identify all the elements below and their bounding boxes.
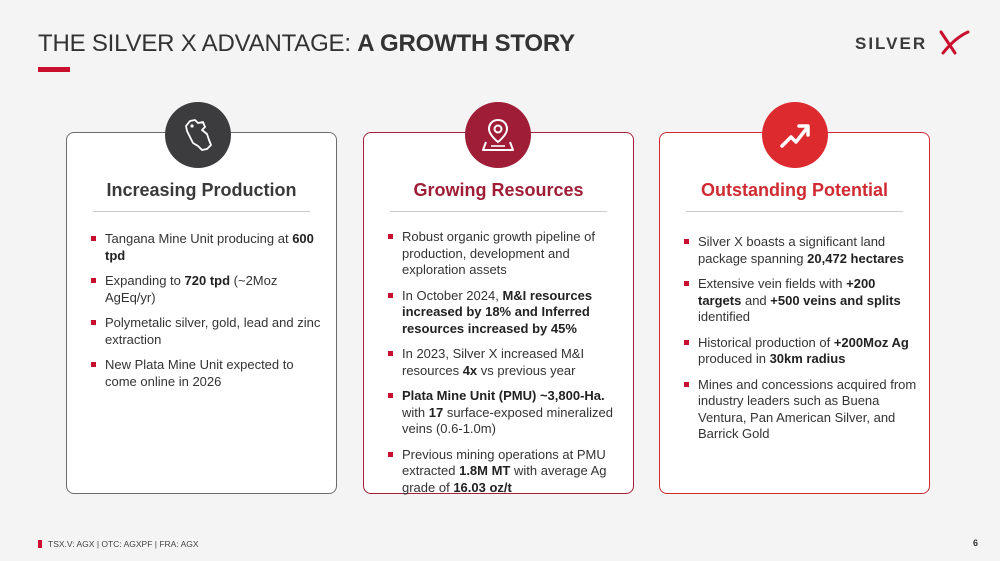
bullet-bold-text: M&I resources increased by 18% and Infer… — [402, 287, 593, 336]
bullet-item: In October 2024, M&I resources increased… — [388, 288, 621, 338]
bullet-bold-text: 17 — [428, 404, 444, 420]
bullet-list: Robust organic growth pipeline of produc… — [388, 229, 621, 505]
card-divider — [93, 211, 310, 212]
map-pin-icon — [465, 102, 531, 168]
bullet-list: Silver X boasts a significant land packa… — [684, 234, 917, 452]
bullet-text: In October 2024, — [402, 287, 503, 303]
bullet-text: surface-exposed mineralized veins (0.6-1… — [402, 404, 614, 437]
footer-accent-bar — [38, 540, 42, 548]
card-divider — [686, 211, 903, 212]
bullet-item: Silver X boasts a significant land packa… — [684, 234, 917, 267]
bullet-item: In 2023, Silver X increased M&I resource… — [388, 346, 621, 379]
title-accent-bar — [38, 67, 70, 72]
card-divider — [390, 211, 607, 212]
bullet-item: Mines and concessions acquired from indu… — [684, 377, 917, 443]
bullet-item: Historical production of +200Moz Ag prod… — [684, 335, 917, 368]
bullet-text: Mines and concessions acquired from indu… — [698, 376, 917, 442]
slide-title-light: THE SILVER X ADVANTAGE: — [38, 30, 351, 57]
bullet-text: Robust organic growth pipeline of produc… — [402, 229, 595, 277]
trend-up-icon — [762, 102, 828, 168]
bullet-item: Extensive vein fields with +200 targets … — [684, 276, 917, 326]
bullet-text: Historical production of — [698, 334, 834, 350]
bullet-item: Tangana Mine Unit producing at 600 tpd — [91, 231, 324, 264]
bullet-text: vs previous year — [477, 362, 576, 378]
bullet-bold-text: +500 veins and splits — [770, 292, 901, 308]
ticker-footer: TSX.V: AGX | OTC: AGXPF | FRA: AGX — [38, 539, 199, 549]
bullet-text: Tangana Mine Unit producing at — [105, 231, 293, 246]
bullet-text: identified — [698, 309, 751, 324]
bullet-item: Plata Mine Unit (PMU) ~3,800-Ha. with 17… — [388, 388, 621, 438]
logo-x-mark — [939, 30, 970, 55]
bullet-text: (~2Moz AgEq/yr) — [105, 273, 278, 305]
bullet-bold-text: 4x — [462, 362, 478, 378]
bullet-bold-text: 720 tpd — [184, 273, 231, 288]
bullet-text: Polymetalic silver, gold, lead and zinc … — [105, 315, 321, 347]
logo-text-silver: SILVER — [855, 34, 927, 53]
bullet-item: Robust organic growth pipeline of produc… — [388, 229, 621, 279]
bullet-list: Tangana Mine Unit producing at 600 tpd Ex… — [91, 231, 324, 399]
bullet-bold-text: 1.8M MT — [459, 463, 511, 478]
bullet-bold-text: Plata Mine Unit (PMU) ~3,800-Ha. — [402, 388, 605, 403]
bullet-bold-text: 20,472 hectares — [807, 250, 905, 266]
bullet-bold-text: 600 tpd — [105, 231, 314, 263]
bullet-bold-text: 16.03 oz/t — [453, 479, 512, 495]
bullet-text: In 2023, Silver X increased M&I resource… — [402, 346, 585, 378]
bullet-text: Silver X boasts a significant land packa… — [698, 234, 886, 266]
bullet-bold-text: 30km radius — [769, 351, 846, 366]
bullet-text: and — [741, 292, 771, 308]
card-title: Increasing Production — [106, 180, 297, 200]
card-title: Outstanding Potential — [701, 180, 888, 200]
bullet-text: Previous mining operations at PMU extrac… — [402, 446, 606, 479]
peru-map-icon — [165, 102, 231, 168]
bullet-text: Extensive vein fields with — [698, 276, 847, 291]
bullet-text: New Plata Mine Unit expected to come onl… — [105, 357, 294, 389]
bullet-text: with — [402, 404, 429, 420]
card-title: Growing Resources — [413, 180, 584, 200]
bullet-text: with average Ag grade of — [402, 463, 607, 495]
card-outstanding-potential: Outstanding Potential Silver X boasts a … — [659, 132, 930, 494]
bullet-bold-text: +200Moz Ag — [833, 334, 909, 350]
bullet-text: Expanding to — [105, 273, 185, 288]
page-number: 6 — [972, 538, 978, 548]
card-growing-resources: Growing Resources Robust organic growth … — [363, 132, 634, 495]
slide-title-bold: A GROWTH STORY — [357, 30, 575, 57]
slide-title: THE SILVER X ADVANTAGE: A GROWTH STORY — [38, 30, 575, 58]
bullet-text: produced in — [698, 351, 770, 366]
bullet-bold-text: +200 targets — [698, 276, 876, 308]
card-increasing-production: Increasing Production Tangana Mine Unit … — [66, 132, 337, 494]
silverx-logo: SILVER — [855, 30, 970, 55]
bullet-item: New Plata Mine Unit expected to come onl… — [91, 357, 324, 390]
bullet-item: Previous mining operations at PMU extrac… — [388, 447, 621, 497]
ticker-text: TSX.V: AGX | OTC: AGXPF | FRA: AGX — [48, 539, 199, 549]
bullet-item: Expanding to 720 tpd (~2Moz AgEq/yr) — [91, 273, 324, 306]
bullet-item: Polymetalic silver, gold, lead and zinc … — [91, 315, 324, 348]
